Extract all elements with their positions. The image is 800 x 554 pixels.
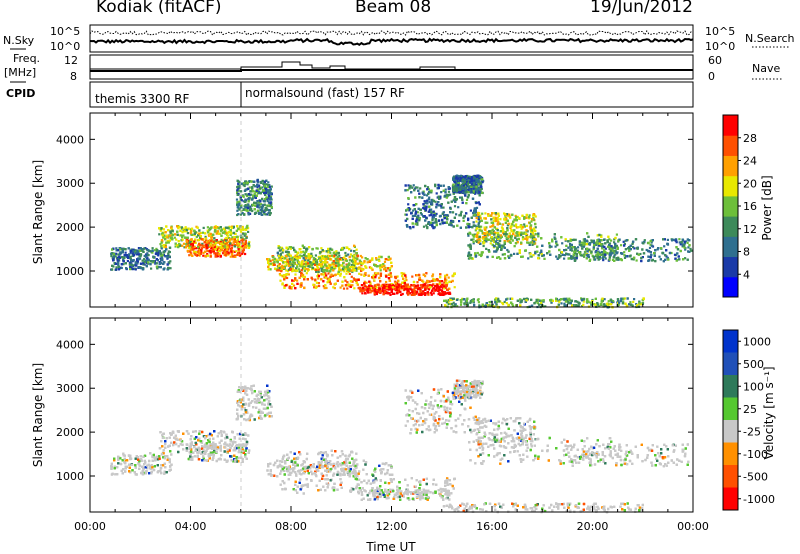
pow-cbar-tick-5: 24 bbox=[743, 155, 757, 168]
pow-cbar-swatch-7 bbox=[723, 135, 738, 156]
velocity-xlabel: Time UT bbox=[365, 540, 416, 554]
vel-cbar-swatch-6 bbox=[723, 465, 738, 488]
date-title: 19/Jun/2012 bbox=[590, 0, 693, 17]
nave-tick-low: 0 bbox=[708, 70, 715, 83]
pow-cbar-swatch-2 bbox=[723, 236, 738, 258]
vel-cbar-tick-4: -25 bbox=[743, 425, 761, 438]
vel-cbar-tick-0: 1000 bbox=[743, 335, 771, 348]
radar-title: Kodiak (fitACF) bbox=[96, 0, 222, 17]
vel-cbar-swatch-3 bbox=[723, 397, 738, 421]
pow-yticks-label-1: 2000 bbox=[56, 221, 84, 234]
power-panel: Slant Range [km] 1000 2000 3000 4000 4 8 12 16… bbox=[31, 112, 774, 309]
vel-cbar-swatch-2 bbox=[723, 375, 738, 398]
freq-left-label: Freq. bbox=[13, 52, 40, 65]
time-tick-label-6: 00:00 bbox=[677, 520, 709, 533]
time-tick-label-2: 08:00 bbox=[275, 520, 307, 533]
noise-tick-low-left: 10^0 bbox=[50, 40, 80, 53]
noise-tick-high-right: 10^5 bbox=[705, 25, 735, 38]
vel-cbar-swatch-0 bbox=[723, 330, 738, 353]
vel-yticks-label-0: 1000 bbox=[56, 470, 84, 483]
nave-tick-high: 60 bbox=[708, 54, 722, 67]
noise-search-line bbox=[89, 30, 694, 36]
vel-cbar-tick-1: 500 bbox=[743, 358, 764, 371]
cpid-label: CPID bbox=[6, 87, 35, 100]
time-tick-label-1: 04:00 bbox=[175, 520, 207, 533]
noise-tick-low-right: 10^0 bbox=[705, 40, 735, 53]
pow-cbar-swatch-3 bbox=[723, 216, 738, 237]
velocity-colorbar-label: Velocity [m s⁻¹] bbox=[762, 366, 776, 459]
noise-sky-line bbox=[89, 37, 694, 47]
velocity-colorbar: 1000 500 100 25 -25 -100 -500 -1000 bbox=[722, 329, 775, 511]
freq-panel: Freq. [MHz] 12 8 60 0 Nave bbox=[4, 52, 782, 83]
pow-cbar-tick-6: 28 bbox=[743, 132, 757, 145]
pow-cbar-swatch-1 bbox=[723, 256, 738, 278]
vel-cbar-swatch-5 bbox=[723, 442, 738, 466]
vel-cbar-tick-3: 25 bbox=[743, 403, 757, 416]
pow-cbar-swatch-6 bbox=[723, 155, 738, 177]
pow-cbar-tick-2: 12 bbox=[743, 223, 757, 236]
velocity-heatmap bbox=[110, 379, 690, 514]
vel-yticks-label-3: 4000 bbox=[56, 338, 84, 351]
power-ylabel: Slant Range [km] bbox=[31, 160, 45, 264]
vel-cbar-swatch-4 bbox=[723, 420, 738, 443]
freq-tick-high: 12 bbox=[64, 54, 78, 67]
pow-cbar-swatch-5 bbox=[723, 175, 738, 197]
freq-left-unit: [MHz] bbox=[4, 66, 36, 79]
noise-left-label: N.Sky bbox=[3, 34, 35, 47]
pow-cbar-swatch-4 bbox=[723, 195, 738, 217]
velocity-panel: Slant Range [km] 1000 2000 3000 4000 00:00 0… bbox=[31, 317, 776, 554]
beam-title: Beam 08 bbox=[355, 0, 432, 17]
vel-cbar-swatch-1 bbox=[723, 352, 738, 376]
pow-cbar-tick-4: 20 bbox=[743, 177, 757, 190]
vel-yticks-label-1: 2000 bbox=[56, 426, 84, 439]
noise-panel: N.Sky 10^5 10^0 10^5 10^0 N.Search bbox=[3, 24, 795, 53]
pow-cbar-tick-1: 8 bbox=[743, 246, 750, 259]
pow-cbar-swatch-8 bbox=[723, 115, 738, 136]
vel-cbar-tick-7: -1000 bbox=[743, 493, 775, 506]
time-tick-label-5: 20:00 bbox=[577, 520, 609, 533]
pow-cbar-tick-3: 16 bbox=[743, 200, 757, 213]
noise-right-label: N.Search bbox=[745, 32, 795, 45]
pow-cbar-swatch-0 bbox=[723, 276, 738, 298]
vel-cbar-tick-2: 100 bbox=[743, 380, 764, 393]
time-tick-label-4: 16:00 bbox=[476, 520, 508, 533]
nave-right-label: Nave bbox=[752, 62, 780, 75]
vel-cbar-tick-5: -100 bbox=[743, 448, 768, 461]
velocity-ylabel: Slant Range [km] bbox=[31, 363, 45, 467]
vel-cbar-swatch-7 bbox=[723, 487, 738, 511]
cpid-segment-2: normalsound (fast) 157 RF bbox=[245, 86, 405, 100]
vel-yticks-label-2: 3000 bbox=[56, 382, 84, 395]
time-tick-label-3: 12:00 bbox=[376, 520, 408, 533]
pow-cbar-tick-0: 4 bbox=[743, 268, 750, 281]
cpid-segment-1: themis 3300 RF bbox=[95, 92, 189, 106]
pow-yticks-label-0: 1000 bbox=[56, 265, 84, 278]
power-colorbar-label: Power [dB] bbox=[760, 175, 774, 240]
pow-yticks-label-2: 3000 bbox=[56, 177, 84, 190]
time-tick-label-0: 00:00 bbox=[74, 520, 106, 533]
vel-cbar-tick-6: -500 bbox=[743, 470, 768, 483]
power-heatmap bbox=[110, 174, 693, 309]
nave-line bbox=[90, 61, 693, 71]
pow-yticks-label-3: 4000 bbox=[56, 133, 84, 146]
cpid-panel: CPID themis 3300 RF normalsound (fast) 1… bbox=[6, 81, 694, 108]
freq-tick-low: 8 bbox=[70, 70, 77, 83]
noise-tick-high-left: 10^5 bbox=[50, 25, 80, 38]
power-colorbar: 4 8 12 16 20 24 28 bbox=[722, 114, 757, 298]
